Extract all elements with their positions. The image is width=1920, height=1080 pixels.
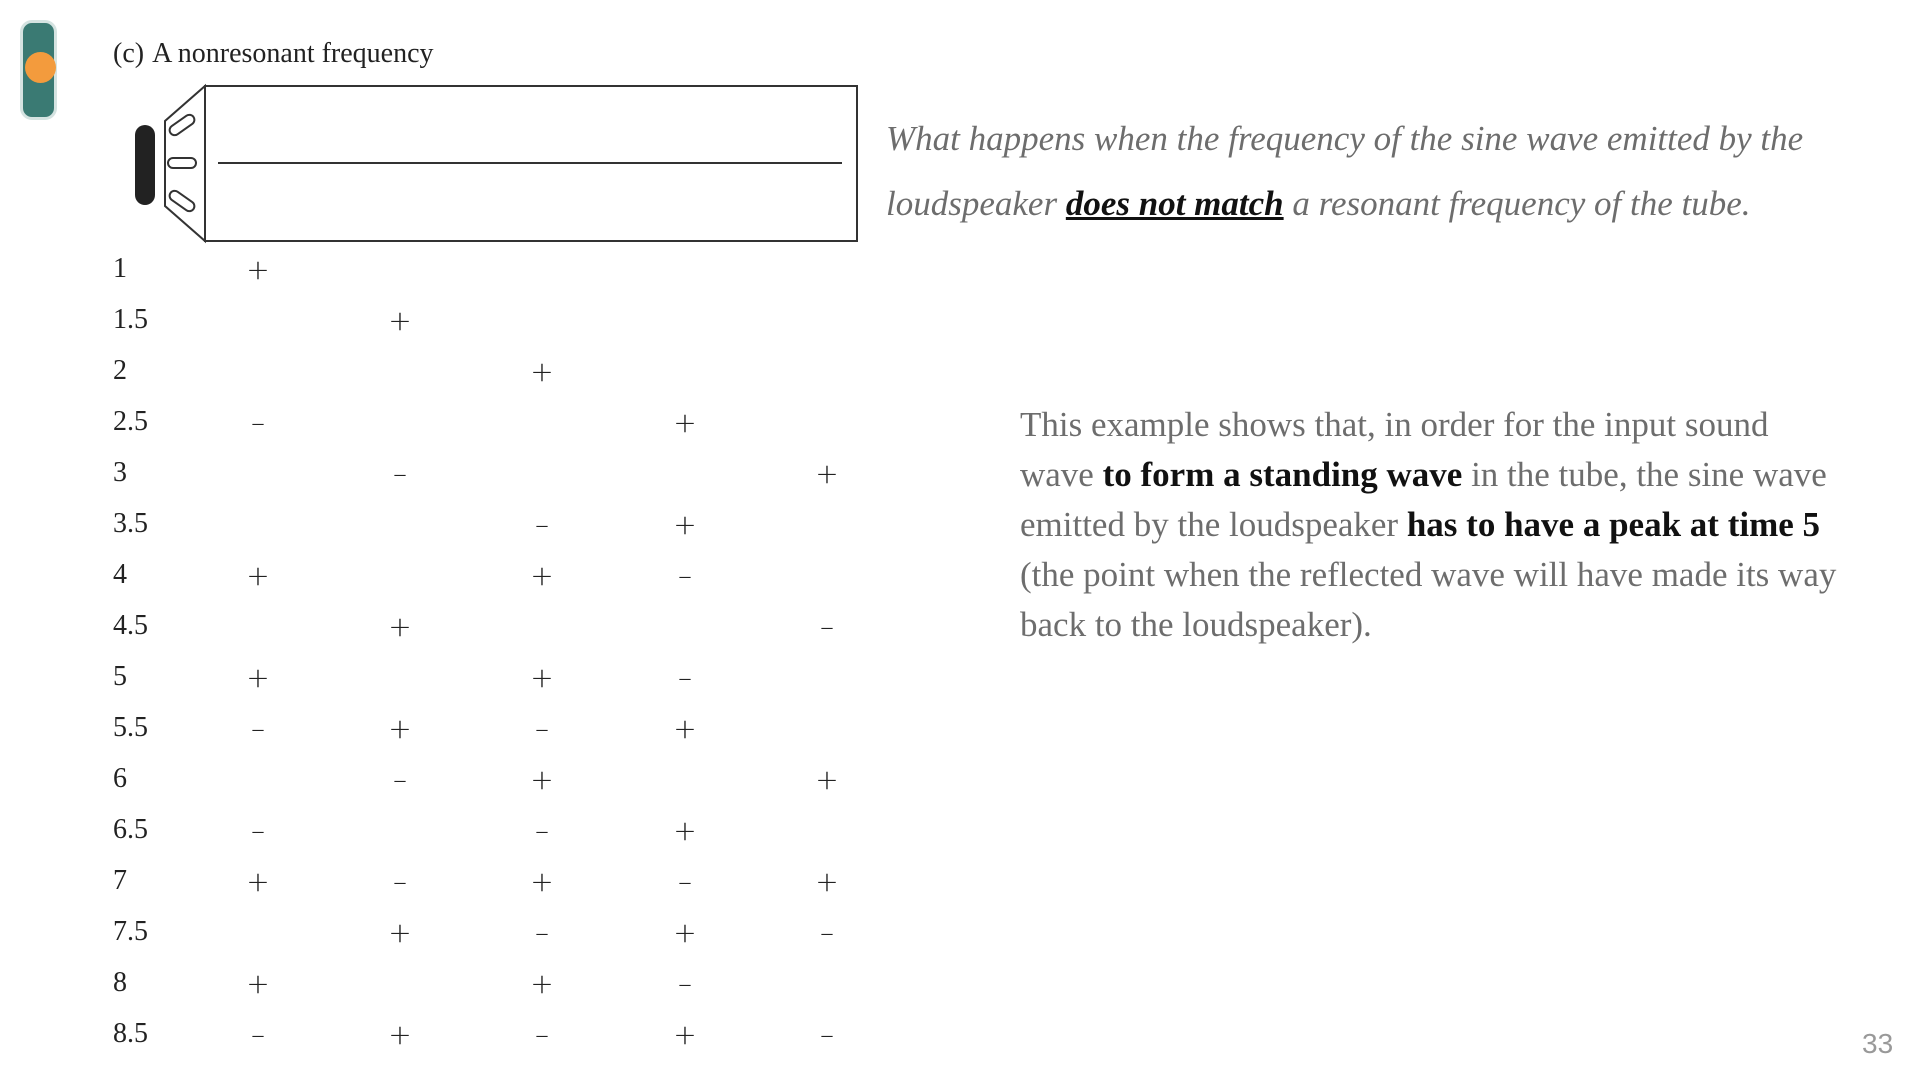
minus-sign: – — [393, 865, 407, 898]
plus-sign: + — [673, 508, 697, 541]
minus-sign: – — [535, 1018, 549, 1051]
speaker-slot-top — [168, 113, 196, 137]
plus-sign: + — [673, 712, 697, 745]
minus-sign: – — [820, 1018, 834, 1051]
plus-sign: + — [530, 967, 554, 1000]
explanation-b2: has to have a peak at time 5 — [1406, 505, 1821, 544]
plus-sign: + — [246, 967, 270, 1000]
explanation-t3: (the point when the reflected wave will … — [1020, 555, 1837, 644]
plus-sign: + — [388, 610, 412, 643]
minus-sign: – — [535, 508, 549, 541]
minus-sign: – — [820, 916, 834, 949]
explanation-t2: in the tube, the sine wave emitted by th… — [1020, 455, 1827, 544]
plus-sign: + — [246, 865, 270, 898]
row-time-label: 4.5 — [113, 610, 148, 641]
minus-sign: – — [678, 967, 692, 1000]
plus-sign: + — [815, 865, 839, 898]
plus-sign: + — [246, 253, 270, 286]
figure-title: (c) A nonresonant frequency — [113, 38, 434, 70]
question-emphasis: does not match — [1065, 184, 1284, 223]
plus-sign: + — [673, 406, 697, 439]
row-time-label: 5 — [113, 661, 127, 692]
minus-sign: – — [393, 457, 407, 490]
minus-sign: – — [251, 1018, 265, 1051]
loudspeaker-magnet — [135, 125, 155, 205]
speaker-slot-bottom — [168, 189, 196, 213]
minus-sign: – — [678, 865, 692, 898]
minus-sign: – — [251, 712, 265, 745]
slider-knob[interactable] — [25, 52, 56, 83]
question-part1: What happens when the frequency of the s… — [886, 119, 1804, 223]
plus-sign: + — [815, 457, 839, 490]
figure-tag: (c) — [113, 38, 145, 69]
slide-control[interactable] — [20, 20, 57, 120]
row-time-label: 2.5 — [113, 406, 148, 437]
plus-sign: + — [388, 916, 412, 949]
row-time-label: 8 — [113, 967, 127, 998]
row-time-label: 8.5 — [113, 1018, 148, 1049]
minus-sign: – — [251, 406, 265, 439]
row-time-label: 6 — [113, 763, 127, 794]
minus-sign: – — [393, 763, 407, 796]
plus-sign: + — [530, 865, 554, 898]
explanation-text: This example shows that, in order for th… — [1020, 400, 1840, 650]
plus-sign: + — [388, 1018, 412, 1051]
plus-sign: + — [530, 763, 554, 796]
row-time-label: 3 — [113, 457, 127, 488]
row-time-label: 4 — [113, 559, 127, 590]
row-time-label: 7.5 — [113, 916, 148, 947]
minus-sign: – — [678, 559, 692, 592]
plus-sign: + — [673, 916, 697, 949]
plus-sign: + — [388, 712, 412, 745]
row-time-label: 7 — [113, 865, 127, 896]
question-part2: a resonant frequency of the tube. — [1283, 184, 1751, 223]
plus-sign: + — [530, 661, 554, 694]
row-time-label: 2 — [113, 355, 127, 386]
explanation-t1: This example shows that, in order for th… — [1020, 405, 1769, 494]
page-number: 33 — [1862, 1028, 1894, 1059]
row-time-label: 6.5 — [113, 814, 148, 845]
minus-sign: – — [535, 712, 549, 745]
plus-sign: + — [530, 355, 554, 388]
minus-sign: – — [678, 661, 692, 694]
row-time-label: 5.5 — [113, 712, 148, 743]
minus-sign: – — [820, 610, 834, 643]
plus-sign: + — [246, 661, 270, 694]
speaker-slot-middle — [167, 157, 197, 169]
explanation-b1: to form a standing wave — [1102, 455, 1463, 494]
plus-sign: + — [388, 304, 412, 337]
question-text: What happens when the frequency of the s… — [886, 106, 1866, 236]
figure-title-text: A nonresonant frequency — [152, 38, 434, 69]
row-time-label: 3.5 — [113, 508, 148, 539]
row-time-label: 1.5 — [113, 304, 148, 335]
row-time-label: 1 — [113, 253, 127, 284]
minus-sign: – — [535, 916, 549, 949]
plus-sign: + — [673, 814, 697, 847]
minus-sign: – — [535, 814, 549, 847]
plus-sign: + — [246, 559, 270, 592]
plus-sign: + — [530, 559, 554, 592]
minus-sign: – — [251, 814, 265, 847]
plus-sign: + — [673, 1018, 697, 1051]
loudspeaker-tube-diagram — [135, 83, 858, 244]
plus-sign: + — [815, 763, 839, 796]
